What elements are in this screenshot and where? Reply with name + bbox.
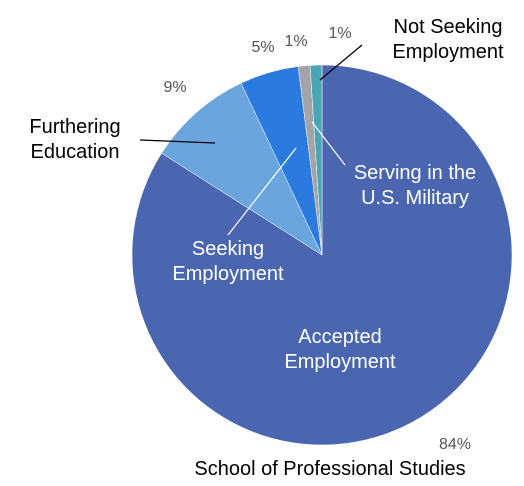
- leader-line: [139, 139, 216, 144]
- value-label: 1%: [328, 25, 352, 42]
- pie-slice: [161, 82, 323, 256]
- leader-line: [311, 121, 346, 166]
- category-label: Accepted Employment: [284, 326, 396, 373]
- leader-line: [319, 44, 363, 81]
- value-label: 5%: [251, 39, 275, 56]
- leader-line: [227, 147, 297, 236]
- category-label: Not Seeking Employment: [392, 16, 504, 63]
- chart-title: School of Professional Studies: [194, 458, 466, 480]
- category-label: Serving in the U.S. Military: [353, 162, 477, 209]
- category-label: Seeking Employment: [172, 238, 284, 285]
- pie-slice: [309, 64, 323, 256]
- value-label: 9%: [163, 79, 187, 96]
- value-label: 1%: [284, 33, 308, 50]
- value-label: 84%: [438, 436, 472, 453]
- category-label: Furthering Education: [29, 116, 121, 163]
